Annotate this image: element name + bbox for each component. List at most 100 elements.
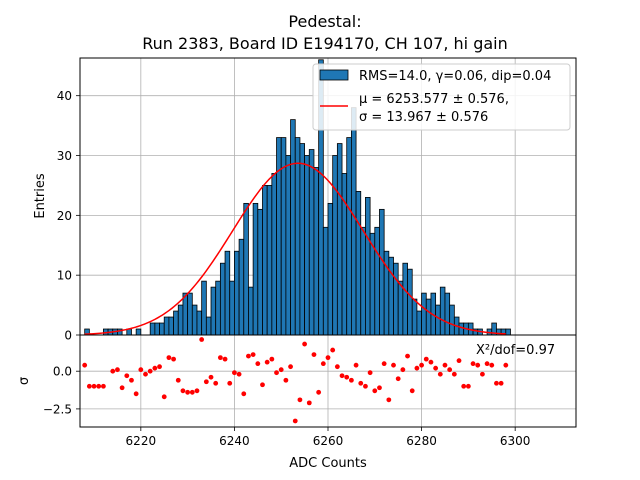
residual-point <box>414 365 420 371</box>
residual-y-label: σ <box>17 377 32 385</box>
residual-point <box>124 373 130 379</box>
histogram-bar <box>205 316 212 336</box>
y-tick-label: −2.5 <box>43 402 72 416</box>
residual-point <box>255 361 261 367</box>
residual-point <box>278 367 284 373</box>
histogram-bar <box>219 262 226 336</box>
residual-point <box>185 389 191 395</box>
histogram-bar <box>154 322 160 336</box>
residual-point <box>227 380 233 386</box>
residual-point <box>297 397 303 403</box>
residual-point <box>405 353 410 359</box>
x-axis-label: ADC Counts <box>289 456 367 471</box>
histogram-bar <box>201 280 207 336</box>
residual-point <box>138 367 144 373</box>
histogram-bar <box>168 316 174 336</box>
x-tick-label: 6240 <box>219 434 250 448</box>
x-ticks: 6220 6240 6260 6280 6300 <box>126 427 530 448</box>
residual-point <box>250 352 256 358</box>
residual-point <box>334 364 340 370</box>
residual-point <box>82 362 88 368</box>
histogram-bar <box>365 196 371 336</box>
histogram-bar <box>135 328 142 336</box>
residual-point <box>246 353 251 359</box>
residual-point <box>348 377 354 383</box>
residual-point <box>451 371 457 377</box>
histogram-bar <box>262 185 268 336</box>
residual-point <box>409 388 415 394</box>
chart-title-line1: Pedestal: <box>288 12 361 31</box>
residual-point <box>316 389 322 395</box>
legend-hist-label: RMS=14.0, γ=0.06, dip=0.04 <box>359 69 551 84</box>
residual-point <box>344 374 350 380</box>
histogram-bar <box>435 304 441 336</box>
y-tick-label: 40 <box>57 89 72 103</box>
residual-point <box>292 418 298 424</box>
residual-point <box>269 356 275 362</box>
residual-point <box>208 374 214 380</box>
residual-point <box>143 371 148 377</box>
histogram-bar <box>182 292 189 336</box>
residual-point <box>175 377 181 383</box>
residual-point <box>180 388 186 394</box>
y-tick-label: 10 <box>57 269 72 283</box>
residual-point <box>171 356 176 362</box>
histogram-bar <box>411 298 418 336</box>
residual-point <box>442 362 448 368</box>
residual-point <box>189 389 195 395</box>
gaussian-fit-curve <box>84 162 506 335</box>
residual-point <box>217 355 223 361</box>
residual-point <box>353 362 359 368</box>
residual-point <box>119 385 125 391</box>
y-tick-label: 0 <box>64 329 72 343</box>
histogram-bar <box>308 149 315 336</box>
histogram-bar <box>374 226 380 336</box>
histogram-bar <box>388 256 394 336</box>
residual-point <box>199 337 205 342</box>
residual-point <box>395 376 401 382</box>
histogram-bar <box>350 107 357 336</box>
residual-point <box>456 358 462 364</box>
histogram-bar <box>177 304 184 336</box>
histogram-bar <box>336 143 343 336</box>
residual-point <box>133 391 139 397</box>
residual-point <box>236 371 242 377</box>
histogram-bar <box>407 268 413 336</box>
legend-fit-label-sigma: σ = 13.967 ± 0.576 <box>359 110 488 125</box>
residual-point <box>152 365 158 371</box>
histogram-bar <box>313 167 320 336</box>
histogram-bar <box>285 155 291 336</box>
histogram-bar <box>271 173 277 336</box>
residual-point <box>363 383 368 389</box>
histogram-bar <box>379 208 385 336</box>
residual-annotation: X²/dof=0.97 <box>476 343 555 358</box>
residual-point <box>391 362 396 368</box>
y-tick-label: 20 <box>57 209 72 223</box>
histogram-bar <box>397 280 404 336</box>
residual-point <box>358 380 364 386</box>
histogram-bar <box>290 119 296 336</box>
legend-hist-swatch <box>319 69 349 81</box>
residual-point <box>264 359 270 365</box>
residual-point <box>241 391 247 397</box>
histogram-bar <box>210 286 217 336</box>
histogram-bar <box>224 250 231 336</box>
residual-point <box>274 370 279 376</box>
histogram-bar <box>187 292 193 336</box>
residual-point <box>325 355 331 361</box>
residual-point <box>86 383 92 389</box>
residual-point <box>377 385 382 391</box>
residual-point <box>447 367 453 373</box>
histogram-bar <box>346 137 352 336</box>
x-tick-label: 6260 <box>313 434 344 448</box>
residual-point <box>320 361 326 367</box>
histogram-bar <box>149 322 156 336</box>
histogram-bar <box>234 250 240 336</box>
histogram-bar <box>444 292 451 336</box>
histogram-bar <box>229 280 235 336</box>
residual-point <box>203 379 209 385</box>
y-tick-label: 30 <box>57 149 72 163</box>
residual-point <box>166 355 172 361</box>
residual-point <box>498 380 504 386</box>
residual-point <box>475 362 481 368</box>
